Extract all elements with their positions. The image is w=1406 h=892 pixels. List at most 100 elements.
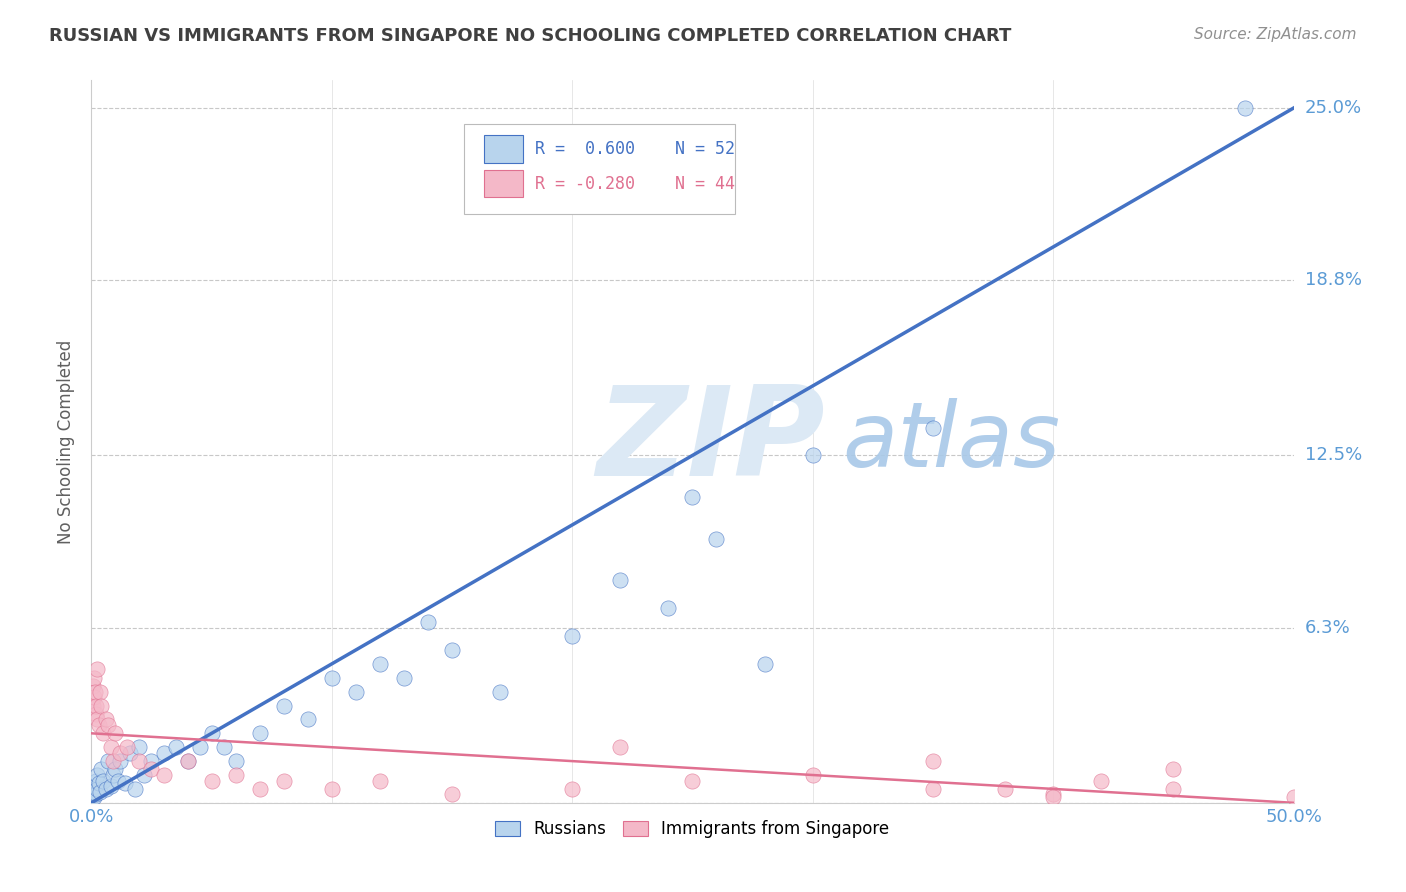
Point (82, 679, 104, 693)
Point (212, 740, 235, 755)
Point (83, 690, 105, 705)
Point (200, 773, 222, 788)
Point (801, 768, 824, 782)
Point (107, 773, 129, 788)
Point (1234, 101, 1257, 115)
Point (84, 779, 107, 793)
Point (561, 629, 583, 643)
Point (1161, 763, 1184, 777)
Point (922, 781, 945, 796)
Text: ZIP: ZIP (596, 381, 825, 502)
Bar (485, 169, 523, 197)
Point (922, 420, 945, 434)
Point (83, 785, 105, 799)
Point (82, 781, 104, 796)
Point (110, 754, 132, 768)
Text: Source: ZipAtlas.com: Source: ZipAtlas.com (1194, 27, 1357, 42)
Point (86, 662, 108, 676)
FancyBboxPatch shape (464, 124, 734, 214)
Point (1090, 773, 1112, 788)
Point (609, 574, 631, 588)
Point (100, 779, 122, 793)
Point (392, 671, 415, 685)
Point (706, 532, 728, 546)
Point (100, 740, 122, 755)
Point (110, 746, 132, 760)
Text: 25.0%: 25.0% (1305, 99, 1362, 117)
Point (297, 713, 319, 727)
Point (1282, 790, 1305, 805)
Point (681, 773, 703, 788)
Point (90, 763, 112, 777)
Point (416, 615, 439, 630)
Point (165, 740, 187, 755)
Point (93, 726, 115, 740)
Point (82, 698, 104, 713)
Point (609, 740, 631, 755)
Point (188, 740, 211, 755)
Point (1042, 788, 1064, 802)
Point (657, 601, 679, 615)
Point (124, 781, 146, 796)
Point (344, 684, 367, 698)
Bar (485, 136, 523, 162)
Point (225, 754, 247, 768)
Point (1042, 790, 1064, 805)
Point (440, 788, 463, 802)
Text: atlas: atlas (842, 398, 1060, 485)
Point (84, 698, 107, 713)
Point (922, 754, 945, 768)
Point (1161, 781, 1184, 796)
Point (82, 788, 104, 802)
Point (86, 713, 108, 727)
Point (89, 684, 111, 698)
Point (141, 763, 163, 777)
Point (754, 657, 776, 671)
Text: 6.3%: 6.3% (1305, 619, 1350, 637)
Point (128, 740, 150, 755)
Point (273, 773, 295, 788)
Point (801, 449, 824, 463)
Legend: Russians, Immigrants from Singapore: Russians, Immigrants from Singapore (489, 814, 896, 845)
Point (368, 773, 391, 788)
Point (561, 781, 583, 796)
Point (200, 726, 222, 740)
Point (83, 671, 105, 685)
Point (994, 781, 1017, 796)
Point (97, 718, 120, 732)
Point (273, 698, 295, 713)
Point (93, 773, 115, 788)
Point (84, 706, 107, 721)
Point (87, 718, 110, 732)
Point (94, 713, 117, 727)
Point (321, 781, 343, 796)
Point (87, 776, 110, 790)
Text: 12.5%: 12.5% (1305, 446, 1362, 465)
Point (90, 698, 112, 713)
Text: 18.8%: 18.8% (1305, 271, 1361, 289)
Point (83, 790, 105, 805)
Point (86, 768, 108, 782)
Point (152, 746, 174, 760)
Point (176, 754, 198, 768)
Point (176, 754, 198, 768)
Point (94, 781, 117, 796)
Point (84, 773, 107, 788)
Point (117, 740, 139, 755)
Point (681, 490, 703, 504)
Point (114, 776, 136, 790)
Text: R = -0.280    N = 44: R = -0.280 N = 44 (534, 175, 735, 193)
Point (89, 785, 111, 799)
Point (104, 726, 127, 740)
Point (489, 684, 512, 698)
Text: R =  0.600    N = 52: R = 0.600 N = 52 (534, 140, 735, 158)
Point (104, 763, 127, 777)
Point (134, 768, 156, 782)
Y-axis label: No Schooling Completed: No Schooling Completed (58, 340, 76, 543)
Text: RUSSIAN VS IMMIGRANTS FROM SINGAPORE NO SCHOOLING COMPLETED CORRELATION CHART: RUSSIAN VS IMMIGRANTS FROM SINGAPORE NO … (49, 27, 1011, 45)
Point (101, 754, 124, 768)
Point (97, 754, 120, 768)
Point (152, 768, 174, 782)
Point (225, 768, 247, 782)
Point (84, 684, 107, 698)
